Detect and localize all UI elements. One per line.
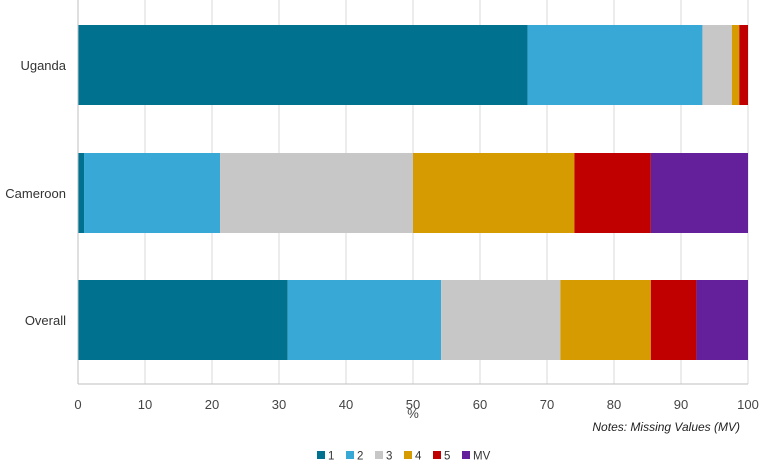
bar-segment-overall-1 [78,280,288,360]
legend-label: 3 [386,451,392,462]
bar-segment-uganda-1 [78,25,528,105]
category-labels: Uganda Cameroon Overall [5,58,66,328]
legend-swatch [317,451,325,459]
bar-segment-overall-4 [560,280,651,360]
bar-segment-uganda-3 [702,25,732,105]
x-axis-title: % [407,406,419,421]
bar-segment-cameroon-mv [650,153,748,233]
bar-segment-cameroon-3 [220,153,413,233]
bar-segment-overall-3 [441,280,561,360]
x-axis: 0 10 20 30 40 50 60 70 80 90 100 [74,0,759,412]
x-tick-label: 100 [737,397,759,412]
bar-segment-uganda-4 [731,25,740,105]
x-tick-label: 20 [205,397,219,412]
x-tick-label: 50 [406,397,420,412]
x-tick-label: 90 [674,397,688,412]
bar-segment-uganda-5 [739,25,748,105]
bar-segment-overall-mv [696,280,748,360]
x-tick-label: 30 [272,397,286,412]
legend-swatch [433,451,441,459]
bar-segment-cameroon-2 [84,153,221,233]
missing-values-note: Notes: Missing Values (MV) [592,420,740,434]
bar-segment-overall-5 [650,280,697,360]
bar-segments [78,25,748,360]
x-tick-label: 80 [607,397,621,412]
bar-segment-cameroon-4 [413,153,575,233]
x-tick-label: 60 [473,397,487,412]
x-tick-label: 10 [138,397,152,412]
bar-segment-uganda-2 [527,25,703,105]
x-tick-label: 0 [74,397,81,412]
category-label: Uganda [20,58,66,73]
category-label: Overall [25,313,66,328]
legend-label: 2 [357,451,363,462]
legend-swatch [404,451,412,459]
legend-label: 5 [444,451,450,462]
x-tick-label: 70 [540,397,554,412]
bar-segment-cameroon-5 [574,153,651,233]
category-label: Cameroon [5,186,66,201]
legend-label: 1 [328,451,334,462]
legend-swatch [346,451,354,459]
legend-label: MV [473,451,491,462]
bar-segment-cameroon-1 [78,153,85,233]
legend-swatch [462,451,470,459]
legend-label: 4 [415,451,422,462]
x-tick-label: 40 [339,397,353,412]
bar-segment-overall-2 [287,280,442,360]
legend-swatch [375,451,383,459]
legend: 1 2 3 4 5 MV [317,451,491,462]
